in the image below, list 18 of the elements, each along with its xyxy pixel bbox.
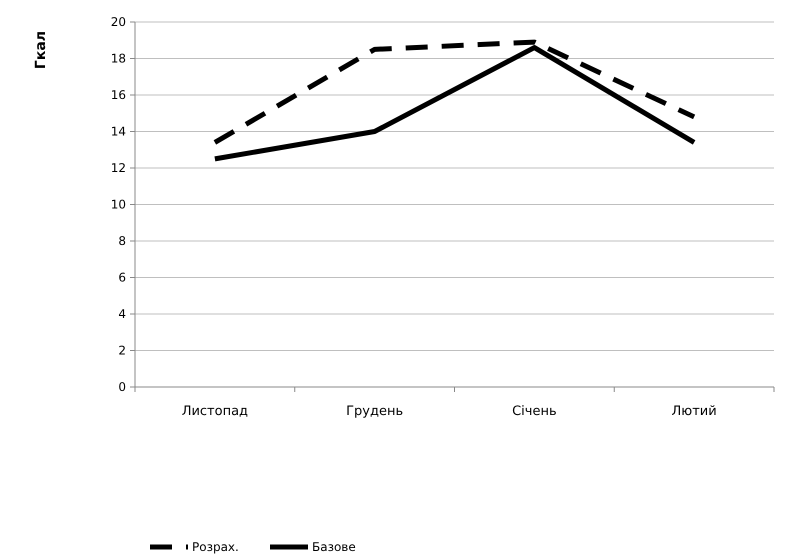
- y-tick-label: 20: [110, 15, 126, 30]
- y-tick-label: 16: [110, 88, 126, 102]
- y-tick-label: 12: [110, 161, 126, 176]
- y-tick-label: 6: [118, 270, 126, 285]
- x-tick-label: Лютий: [672, 404, 717, 419]
- y-tick-label: 18: [110, 52, 126, 66]
- y-tick-label: 8: [118, 234, 126, 248]
- y-axis-title: Гкал: [33, 30, 49, 70]
- x-tick-label: Листопад: [182, 404, 248, 419]
- x-tick-label: Січень: [512, 404, 557, 419]
- y-tick-label: 4: [118, 307, 126, 322]
- legend-label: Розрах.: [192, 540, 239, 554]
- y-tick-label: 10: [110, 198, 126, 212]
- y-tick-label: 0: [118, 380, 126, 394]
- y-tick-label: 2: [118, 344, 126, 358]
- y-tick-label: 14: [110, 124, 126, 139]
- x-tick-label: Грудень: [346, 404, 404, 419]
- legend-label: Базове: [312, 540, 356, 554]
